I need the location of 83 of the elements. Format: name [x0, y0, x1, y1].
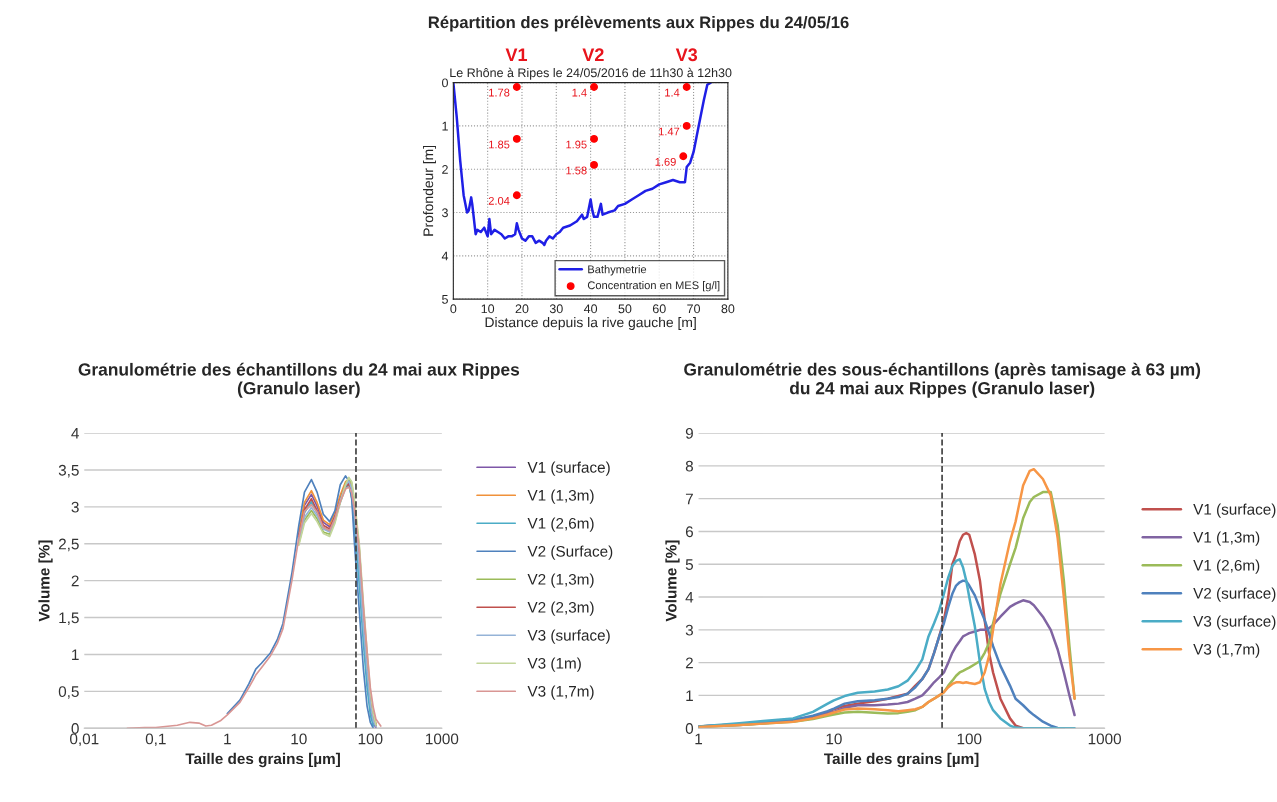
x-tick-label: 0,1 — [145, 733, 166, 747]
chart-title: Répartition des prélèvements aux Rippes du 24/05/16 — [428, 15, 849, 32]
y-tick-label: 0,5 — [58, 686, 79, 699]
x-tick-label: 1000 — [1088, 733, 1121, 745]
y-tick-label: 7 — [685, 493, 693, 505]
x-tick-label: 1 — [695, 733, 703, 745]
y-tick-label: 1 — [442, 121, 448, 131]
y-tick-label: 2,5 — [58, 538, 79, 552]
y-axis-title: Volume [%] — [38, 540, 53, 622]
text: V2 — [582, 48, 604, 61]
x-tick-label: 20 — [515, 304, 529, 314]
chart-title: Granulométrie des sous-échantillons (après tamisage à 63 µm) du 24 mai aux Rippes (Granulo laser) — [684, 362, 1201, 398]
y-tick-label: 5 — [442, 295, 448, 304]
legend-label: V3 (surface) — [1193, 615, 1276, 630]
x-tick-label: 50 — [618, 304, 632, 314]
y-tick-label: 2 — [442, 165, 448, 174]
legend-label: V3 (1m) — [527, 657, 581, 672]
x-tick-label: 100 — [957, 733, 982, 745]
x-tick-label: 10 — [826, 733, 842, 745]
y-tick-label: 3,5 — [58, 464, 79, 478]
legend-label: V1 (2,6m) — [1193, 559, 1260, 574]
legend-label: V1 (surface) — [1193, 503, 1276, 518]
x-tick-label: 30 — [549, 304, 563, 314]
annotation: 1.47 — [658, 127, 680, 136]
y-tick-label: 3 — [442, 208, 448, 218]
x-tick-label: 1 — [224, 733, 231, 745]
legend-label: V2 (1,3m) — [527, 573, 594, 588]
chart-title: Granulométrie des échantillons du 24 mai aux Rippes (Granulo laser) — [78, 362, 520, 398]
legend-label: V2 (Surface) — [527, 545, 613, 560]
x-tick-label: 80 — [721, 304, 735, 314]
y-tick-label: 3 — [685, 624, 693, 636]
y-tick-label: 0 — [685, 723, 694, 734]
x-tick-label: 1000 — [426, 733, 459, 745]
legend-label: V3 (1,7m) — [527, 685, 594, 700]
text: V3 — [675, 48, 698, 62]
y-tick-label: 4 — [71, 428, 79, 439]
legend-label: V1 (1,3m) — [527, 489, 594, 504]
y-tick-label: 2 — [685, 657, 693, 669]
annotation: 1.58 — [566, 166, 587, 175]
y-tick-label: 5 — [685, 559, 694, 570]
x-tick-label: 0,01 — [70, 733, 99, 747]
legend-label: V1 (2,6m) — [527, 517, 594, 532]
legend-label: V1 (surface) — [527, 461, 610, 476]
legend-label: V2 (2,3m) — [527, 601, 594, 616]
annotation: 1.85 — [489, 140, 510, 149]
annotation: 1.4 — [665, 88, 680, 97]
y-tick-label: 4 — [685, 592, 694, 603]
y-axis-title: Profondeur [m] — [423, 145, 436, 236]
legend-label: V3 (surface) — [527, 629, 610, 644]
x-tick-label: 40 — [583, 304, 598, 314]
y-tick-label: 0 — [442, 78, 448, 88]
y-axis-title: Volume [%] — [665, 540, 680, 622]
x-axis-title: Taille des grains [µm] — [824, 752, 979, 768]
x-axis-title: Distance depuis la rive gauche [m] — [485, 317, 696, 330]
x-tick-label: 100 — [358, 733, 383, 745]
y-tick-label: 0 — [71, 723, 79, 734]
annotation: 1.4 — [572, 88, 587, 97]
x-axis-title: Taille des grains [µm] — [185, 752, 340, 768]
annotation: 2.04 — [488, 196, 510, 205]
legend-label: V3 (1,7m) — [1193, 643, 1260, 658]
annotation: 1.95 — [566, 140, 587, 149]
x-tick-label: 60 — [652, 304, 666, 314]
x-tick-label: 70 — [687, 304, 701, 314]
y-tick-label: 4 — [441, 251, 449, 261]
y-tick-label: 1 — [72, 649, 79, 660]
annotation: 1.69 — [655, 157, 676, 166]
annotation: 1.78 — [489, 88, 510, 97]
y-tick-label: 8 — [685, 460, 693, 472]
x-tick-label: 0 — [450, 304, 457, 314]
x-tick-label: 10 — [291, 733, 307, 745]
legend-label: Bathymetrie — [588, 265, 647, 276]
y-tick-label: 1,5 — [59, 612, 79, 626]
y-tick-label: 9 — [685, 427, 693, 439]
text: V1 — [505, 48, 528, 61]
y-tick-label: 3 — [71, 501, 79, 513]
y-tick-label: 6 — [685, 526, 693, 538]
legend-label: V1 (1,3m) — [1193, 531, 1260, 546]
y-tick-label: 1 — [686, 690, 693, 701]
legend-label: Concentration en MES [g/l] — [587, 281, 720, 292]
y-tick-label: 2 — [71, 575, 79, 587]
chart-subtitle: Le Rhône à Ripes le 24/05/2016 de 11h30 à 12h30 — [450, 67, 732, 80]
legend-label: V2 (surface) — [1193, 587, 1276, 602]
x-tick-label: 10 — [481, 304, 495, 314]
